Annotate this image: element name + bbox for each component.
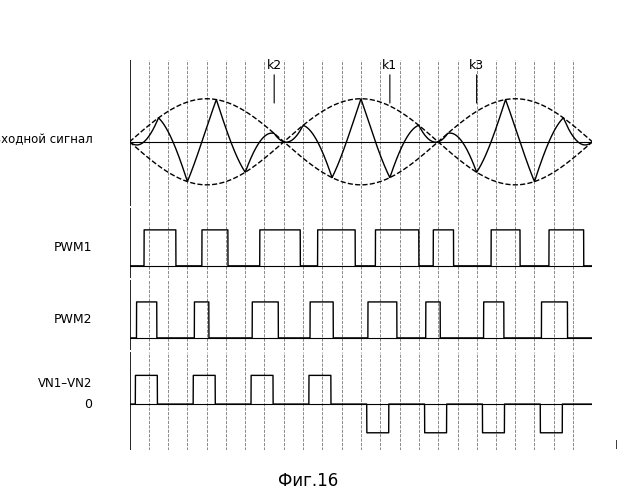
Text: PWM2: PWM2	[54, 314, 93, 326]
Text: Входной сигнал: Входной сигнал	[0, 133, 93, 146]
Text: k3: k3	[469, 59, 484, 103]
Text: PWM1: PWM1	[54, 242, 93, 254]
Text: k1: k1	[383, 59, 397, 103]
Text: k2: k2	[267, 59, 282, 103]
Text: VN1–VN2: VN1–VN2	[38, 378, 93, 390]
Text: 0: 0	[85, 398, 93, 410]
Text: Время: Время	[615, 439, 617, 452]
Text: Фиг.16: Фиг.16	[278, 472, 339, 490]
